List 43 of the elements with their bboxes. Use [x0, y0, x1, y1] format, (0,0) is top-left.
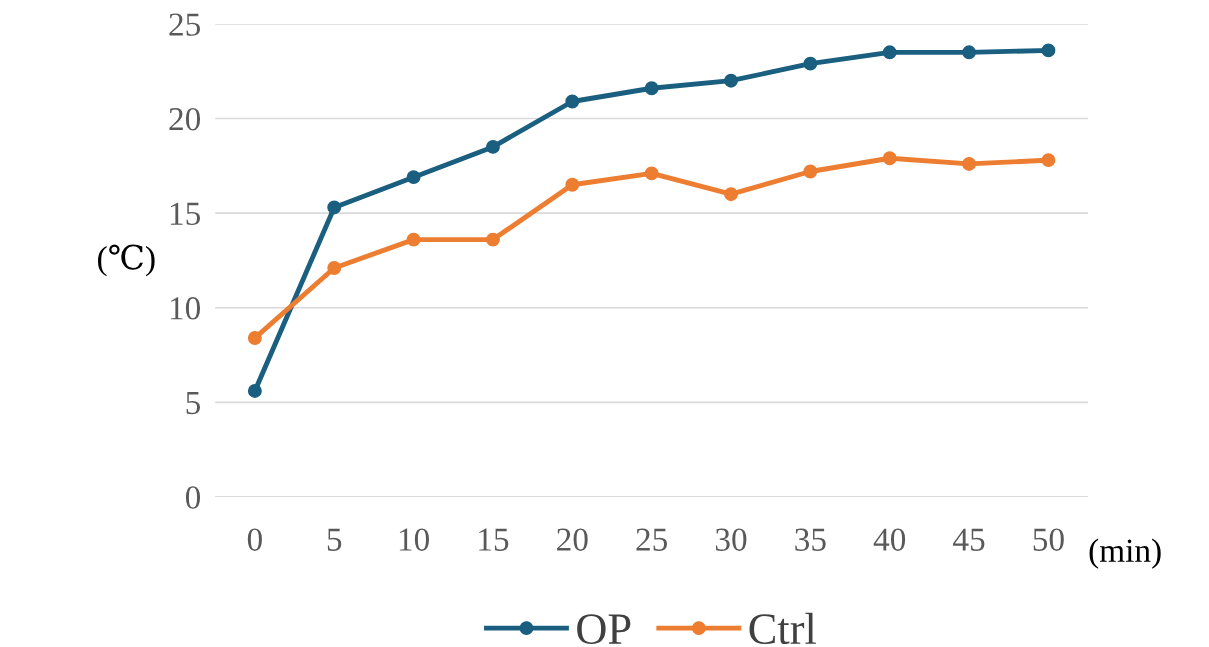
point	[962, 45, 977, 60]
x-tick-label: 0	[247, 528, 262, 551]
point	[962, 156, 977, 171]
x-tick-label: 45	[953, 528, 985, 551]
y-tick-label: 15	[170, 202, 201, 226]
y-tick-label: 10	[170, 297, 201, 320]
x-tick-label: 40	[873, 528, 906, 551]
point	[644, 81, 659, 96]
legend-label: Ctrl	[749, 612, 816, 645]
point	[406, 170, 421, 185]
point	[485, 232, 500, 247]
point	[327, 200, 342, 215]
point	[406, 232, 421, 247]
point	[1041, 43, 1056, 58]
x-tick-label: 20	[557, 528, 588, 551]
point	[1041, 153, 1056, 168]
legend-label: OP	[577, 614, 631, 645]
point	[803, 164, 818, 179]
x-tick-label: 5	[327, 528, 342, 551]
point	[724, 187, 738, 202]
point	[565, 94, 580, 109]
point	[882, 45, 897, 60]
x-tick-label: 25	[636, 528, 668, 551]
x-tick-label: 30	[715, 528, 747, 551]
point	[565, 177, 580, 192]
x-tick-label: 35	[795, 528, 826, 551]
x-tick-label: 15	[479, 528, 509, 551]
y-tick-label: 25	[169, 13, 201, 36]
point	[724, 73, 738, 88]
point	[644, 166, 659, 181]
x-axis-title: (min)	[1089, 538, 1161, 569]
point	[882, 151, 897, 166]
point	[803, 56, 818, 71]
x-tick-label: 10	[399, 528, 429, 551]
point	[247, 331, 262, 345]
x-tick-label: 50	[1033, 528, 1064, 551]
point	[485, 139, 500, 154]
y-tick-label: 20	[169, 107, 201, 131]
y-tick-label: 0	[185, 486, 201, 509]
point	[327, 261, 342, 275]
point	[247, 384, 262, 398]
y-axis-title: (℃)	[98, 244, 155, 277]
y-tick-label: 5	[186, 392, 201, 415]
